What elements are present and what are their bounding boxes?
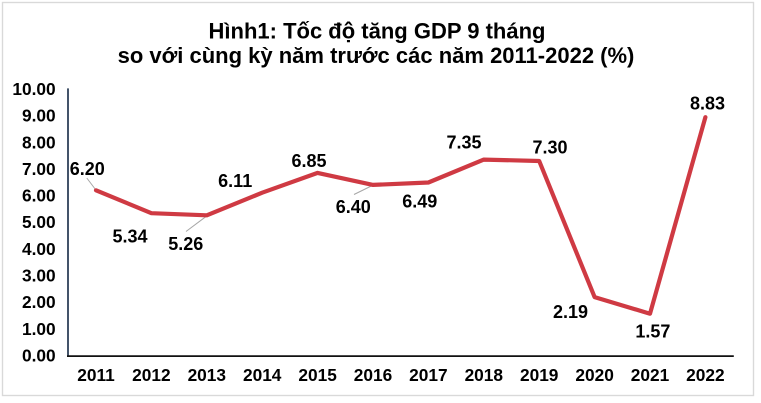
svg-text:2022: 2022 (686, 365, 724, 385)
svg-text:6.40: 6.40 (336, 197, 371, 217)
svg-text:2018: 2018 (465, 365, 504, 385)
svg-text:2021: 2021 (631, 365, 670, 385)
svg-text:2.19: 2.19 (553, 302, 588, 322)
svg-text:2015: 2015 (298, 365, 337, 385)
svg-text:0.00: 0.00 (22, 346, 56, 366)
svg-text:8.83: 8.83 (690, 93, 725, 113)
svg-text:8.00: 8.00 (22, 132, 56, 152)
svg-text:1.57: 1.57 (635, 322, 670, 342)
svg-text:2017: 2017 (409, 365, 447, 385)
svg-text:2020: 2020 (575, 365, 613, 385)
svg-text:6.20: 6.20 (70, 159, 105, 179)
svg-text:2016: 2016 (354, 365, 392, 385)
svg-text:2014: 2014 (243, 365, 282, 385)
svg-text:6.00: 6.00 (22, 186, 56, 206)
svg-text:7.00: 7.00 (22, 159, 56, 179)
svg-text:5.26: 5.26 (168, 234, 203, 254)
svg-text:5.00: 5.00 (22, 212, 56, 232)
svg-text:7.35: 7.35 (446, 133, 481, 153)
svg-text:2011: 2011 (77, 365, 115, 385)
svg-text:6.49: 6.49 (402, 192, 437, 212)
svg-text:6.85: 6.85 (291, 151, 326, 171)
svg-text:6.11: 6.11 (218, 171, 252, 191)
svg-text:2.00: 2.00 (22, 292, 56, 312)
svg-text:so với cùng kỳ năm trước các n: so với cùng kỳ năm trước các năm 2011-20… (118, 43, 635, 68)
svg-text:10.00: 10.00 (12, 79, 55, 99)
svg-text:2012: 2012 (132, 365, 170, 385)
svg-text:1.00: 1.00 (22, 319, 56, 339)
svg-text:Hình1: Tốc độ tăng GDP 9 tháng: Hình1: Tốc độ tăng GDP 9 tháng (209, 18, 546, 43)
svg-text:5.34: 5.34 (112, 227, 147, 247)
svg-text:4.00: 4.00 (22, 239, 56, 259)
svg-text:3.00: 3.00 (22, 266, 56, 286)
svg-text:9.00: 9.00 (22, 106, 56, 126)
svg-text:2013: 2013 (188, 365, 226, 385)
svg-text:2019: 2019 (520, 365, 558, 385)
svg-text:7.30: 7.30 (532, 138, 567, 158)
